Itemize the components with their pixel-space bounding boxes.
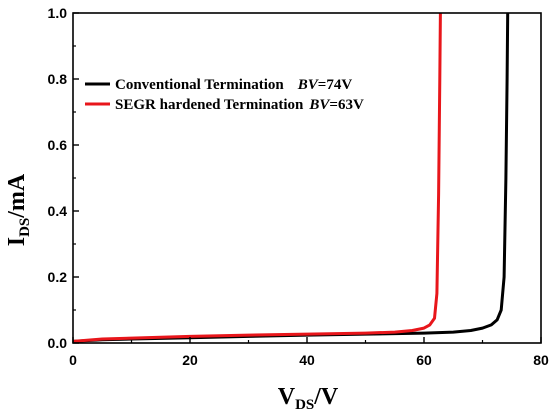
series-line-0	[72, 12, 510, 343]
y-axis-title-main: I	[4, 237, 30, 246]
legend-bv-value-segr: =63V	[329, 97, 364, 113]
y-tick-label: 0.8	[48, 71, 68, 87]
y-tick-label: 0.4	[48, 203, 68, 219]
series-layer	[72, 12, 510, 343]
legend-name-conventional: Conventional Termination	[115, 77, 284, 93]
x-axis-title: VDS/V	[278, 384, 339, 413]
series-line-1	[72, 12, 442, 343]
x-tick-label: 40	[299, 352, 315, 368]
legend-label-conventional: Conventional Termination BV=74V	[115, 77, 352, 93]
y-tick-label: 0.0	[48, 335, 68, 351]
legend-label-segr: SEGR hardened Termination BV=63V	[115, 97, 364, 113]
legend-name-segr: SEGR hardened Termination	[115, 97, 304, 113]
legend: Conventional Termination BV=74V SEGR hard…	[85, 77, 364, 113]
x-tick-label: 80	[533, 352, 549, 368]
y-tick-label: 0.6	[48, 137, 68, 153]
y-tick-label: 0.2	[48, 269, 68, 285]
x-axis-title-main: V	[278, 384, 296, 410]
y-axis-title-unit: /mA	[4, 173, 30, 219]
y-axis-title-sub: DS	[17, 218, 33, 237]
plot-frame	[72, 12, 542, 344]
x-axis-title-sub: DS	[295, 397, 314, 413]
legend-bv-conventional: BV	[297, 77, 320, 93]
x-tick-label: 20	[182, 352, 198, 368]
y-tick-label: 1.0	[48, 5, 68, 21]
legend-bv-segr: BV	[308, 97, 331, 113]
legend-bv-value-conventional: =74V	[318, 77, 353, 93]
y-axis-title: IDS/mA	[4, 173, 33, 246]
ticks-layer: 0 20 40 60 80 0.0 0.2 0.4 0.6 0.8 1.0	[48, 5, 549, 368]
x-tick-label: 0	[69, 352, 77, 368]
x-tick-label: 60	[416, 352, 432, 368]
x-axis-title-unit: /V	[313, 384, 339, 410]
